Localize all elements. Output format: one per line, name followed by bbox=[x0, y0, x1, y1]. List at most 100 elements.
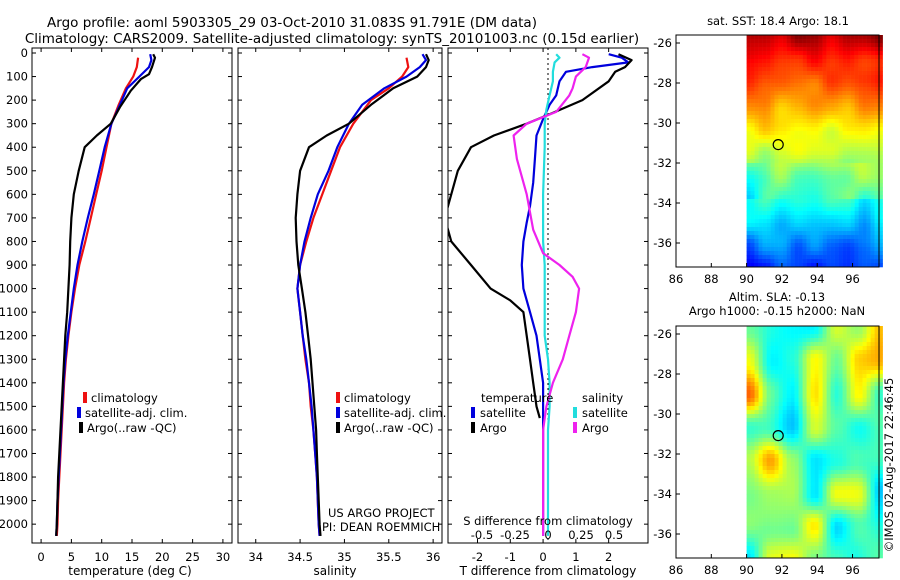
heatmap-cell bbox=[802, 550, 807, 555]
heatmap-cell bbox=[870, 330, 875, 335]
heatmap-cell bbox=[814, 111, 819, 116]
heatmap-cell bbox=[790, 534, 795, 539]
heatmap-cell bbox=[862, 406, 867, 411]
heatmap-cell bbox=[746, 51, 751, 56]
heatmap-cell bbox=[770, 167, 775, 172]
heatmap-cell bbox=[818, 342, 823, 347]
heatmap-cell bbox=[834, 263, 839, 268]
heatmap-cell bbox=[754, 370, 759, 375]
heatmap-cell bbox=[866, 239, 871, 244]
heatmap-cell bbox=[790, 506, 795, 511]
heatmap-cell bbox=[794, 255, 799, 260]
heatmap-cell bbox=[766, 334, 771, 339]
heatmap-cell bbox=[874, 223, 879, 228]
heatmap-cell bbox=[746, 362, 751, 367]
heatmap-cell bbox=[806, 239, 811, 244]
heatmap-cell bbox=[810, 167, 815, 172]
heatmap-cell bbox=[798, 239, 803, 244]
heatmap-cell bbox=[778, 386, 783, 391]
heatmap-cell bbox=[870, 366, 875, 371]
heatmap-cell bbox=[842, 542, 847, 547]
heatmap-cell bbox=[758, 155, 763, 160]
heatmap-cell bbox=[834, 474, 839, 479]
heatmap-cell bbox=[854, 374, 859, 379]
heatmap-cell bbox=[782, 506, 787, 511]
heatmap-cell bbox=[766, 498, 771, 503]
heatmap-cell bbox=[782, 402, 787, 407]
heatmap-cell bbox=[798, 131, 803, 136]
heatmap-cell bbox=[770, 175, 775, 180]
heatmap-cell bbox=[826, 510, 831, 515]
heatmap-cell bbox=[866, 91, 871, 96]
heatmap-cell bbox=[810, 203, 815, 208]
heatmap-cell bbox=[810, 151, 815, 156]
heatmap-cell bbox=[802, 542, 807, 547]
heatmap-cell bbox=[830, 227, 835, 232]
heatmap-cell bbox=[806, 231, 811, 236]
heatmap-cell bbox=[758, 414, 763, 419]
heatmap-cell bbox=[838, 191, 843, 196]
heatmap-cell bbox=[838, 398, 843, 403]
heatmap-cell bbox=[746, 63, 751, 68]
heatmap-cell bbox=[822, 103, 827, 108]
heatmap-cell bbox=[770, 510, 775, 515]
heatmap-cell bbox=[806, 466, 811, 471]
heatmap-cell bbox=[834, 59, 839, 64]
heatmap-cell bbox=[854, 95, 859, 100]
heatmap-cell bbox=[854, 490, 859, 495]
heatmap-cell bbox=[802, 95, 807, 100]
heatmap-cell bbox=[834, 99, 839, 104]
heatmap-cell bbox=[818, 99, 823, 104]
heatmap-cell bbox=[762, 458, 767, 463]
heatmap-cell bbox=[754, 127, 759, 132]
heatmap-cell bbox=[850, 139, 855, 144]
heatmap-cell bbox=[758, 542, 763, 547]
heatmap-cell bbox=[834, 378, 839, 383]
heatmap-cell bbox=[798, 55, 803, 60]
heatmap-cell bbox=[850, 462, 855, 467]
heatmap-cell bbox=[822, 167, 827, 172]
heatmap-cell bbox=[870, 55, 875, 60]
heatmap-cell bbox=[834, 382, 839, 387]
heatmap-cell bbox=[858, 83, 863, 88]
heatmap-cell bbox=[810, 406, 815, 411]
heatmap-cell bbox=[798, 490, 803, 495]
heatmap-cell bbox=[766, 119, 771, 124]
heatmap-cell bbox=[858, 203, 863, 208]
heatmap-cell bbox=[842, 179, 847, 184]
heatmap-cell bbox=[810, 99, 815, 104]
heatmap-cell bbox=[862, 243, 867, 248]
heatmap-cell bbox=[746, 426, 751, 431]
heatmap-cell bbox=[798, 67, 803, 72]
heatmap-cell bbox=[770, 454, 775, 459]
heatmap-cell bbox=[854, 263, 859, 268]
heatmap-cell bbox=[750, 123, 755, 128]
heatmap-cell bbox=[758, 410, 763, 415]
heatmap-cell bbox=[842, 67, 847, 72]
heatmap-cell bbox=[822, 454, 827, 459]
heatmap-cell bbox=[878, 195, 883, 200]
heatmap-cell bbox=[750, 147, 755, 152]
heatmap-cell bbox=[810, 554, 815, 559]
heatmap-cell bbox=[810, 219, 815, 224]
heatmap-cell bbox=[858, 251, 863, 256]
heatmap-cell bbox=[818, 458, 823, 463]
depth-tick-label: 900 bbox=[6, 258, 28, 272]
heatmap-cell bbox=[802, 546, 807, 551]
heatmap-cell bbox=[866, 462, 871, 467]
heatmap-cell bbox=[830, 55, 835, 60]
heatmap-cell bbox=[770, 163, 775, 168]
heatmap-cell bbox=[818, 167, 823, 172]
heatmap-cell bbox=[878, 466, 883, 471]
heatmap-cell bbox=[878, 191, 883, 196]
heatmap-cell bbox=[874, 155, 879, 160]
heatmap-cell bbox=[830, 175, 835, 180]
heatmap-cell bbox=[782, 115, 787, 120]
heatmap-cell bbox=[858, 223, 863, 228]
heatmap-cell bbox=[782, 47, 787, 52]
heatmap-cell bbox=[758, 171, 763, 176]
heatmap-cell bbox=[762, 362, 767, 367]
heatmap-cell bbox=[754, 346, 759, 351]
heatmap-cell bbox=[782, 454, 787, 459]
heatmap-cell bbox=[806, 358, 811, 363]
